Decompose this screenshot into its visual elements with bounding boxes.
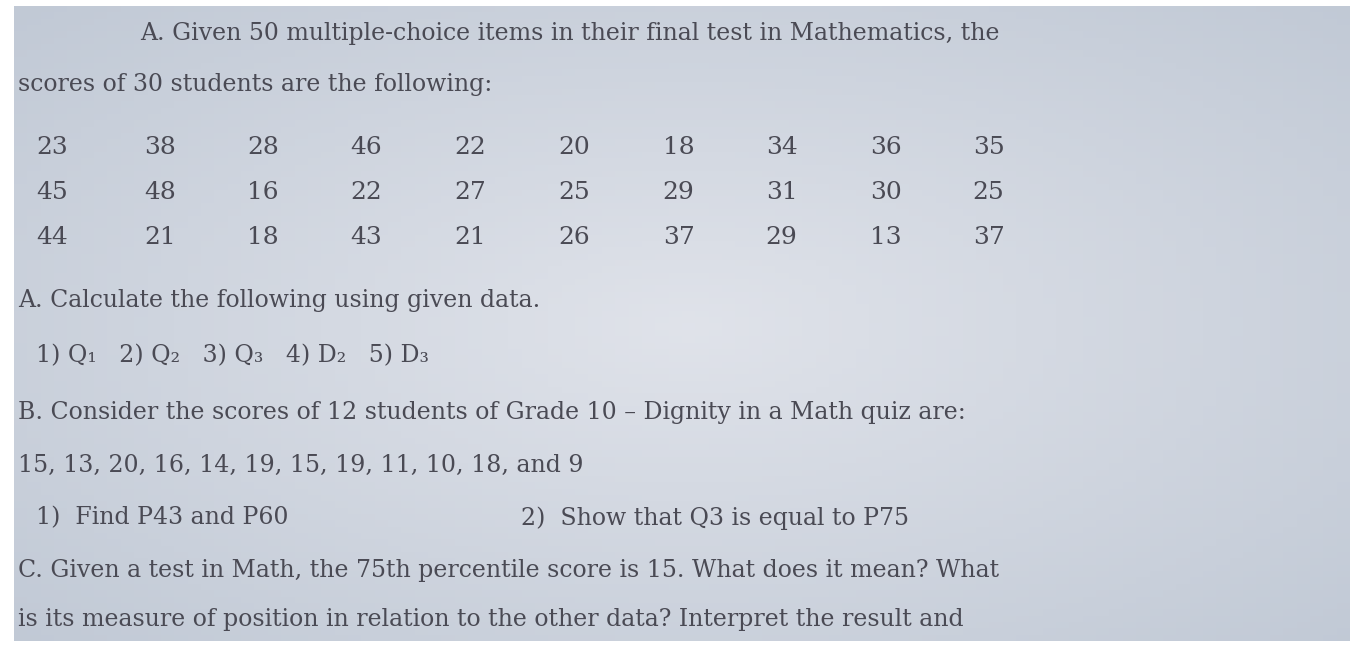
Text: 36: 36 xyxy=(870,137,901,159)
Text: 27: 27 xyxy=(454,181,487,204)
Text: 44: 44 xyxy=(37,226,68,250)
Text: 29: 29 xyxy=(766,226,797,250)
Text: 21: 21 xyxy=(454,226,487,250)
Text: C. Given a test in Math, the 75th percentile score is 15. What does it mean? Wha: C. Given a test in Math, the 75th percen… xyxy=(18,560,999,582)
Text: A. Given 50 multiple-choice items in their final test in Mathematics, the: A. Given 50 multiple-choice items in the… xyxy=(140,23,1000,45)
Text: 25: 25 xyxy=(973,181,1005,204)
Text: is its measure of position in relation to the other data? Interpret the result a: is its measure of position in relation t… xyxy=(18,608,964,631)
Text: 20: 20 xyxy=(559,137,590,159)
Text: 34: 34 xyxy=(766,137,797,159)
Text: 46: 46 xyxy=(350,137,382,159)
Text: 48: 48 xyxy=(144,181,176,204)
Text: 2)  Show that Q3 is equal to P75: 2) Show that Q3 is equal to P75 xyxy=(521,506,909,530)
Text: 22: 22 xyxy=(350,181,382,204)
Text: 22: 22 xyxy=(454,137,487,159)
Text: 43: 43 xyxy=(350,226,382,250)
Text: B. Consider the scores of 12 students of Grade 10 – Dignity in a Math quiz are:: B. Consider the scores of 12 students of… xyxy=(18,401,965,424)
Text: 37: 37 xyxy=(973,226,1005,250)
Text: 28: 28 xyxy=(247,137,279,159)
Text: 38: 38 xyxy=(144,137,176,159)
Text: 35: 35 xyxy=(973,137,1005,159)
Text: 37: 37 xyxy=(662,226,695,250)
Text: A. Calculate the following using given data.: A. Calculate the following using given d… xyxy=(18,289,540,312)
Text: 31: 31 xyxy=(766,181,797,204)
Text: 23: 23 xyxy=(37,137,68,159)
Text: scores of 30 students are the following:: scores of 30 students are the following: xyxy=(18,73,492,96)
Text: 13: 13 xyxy=(870,226,901,250)
Text: 45: 45 xyxy=(37,181,68,204)
Text: 16: 16 xyxy=(247,181,279,204)
Text: 30: 30 xyxy=(870,181,901,204)
Text: 18: 18 xyxy=(662,137,694,159)
Text: 26: 26 xyxy=(559,226,590,250)
Text: 29: 29 xyxy=(662,181,695,204)
Text: 18: 18 xyxy=(247,226,279,250)
Text: 1)  Find P43 and P60: 1) Find P43 and P60 xyxy=(37,506,289,529)
Text: 25: 25 xyxy=(559,181,590,204)
Text: 21: 21 xyxy=(144,226,176,250)
Text: 15, 13, 20, 16, 14, 19, 15, 19, 11, 10, 18, and 9: 15, 13, 20, 16, 14, 19, 15, 19, 11, 10, … xyxy=(18,454,583,476)
Text: 1) Q₁   2) Q₂   3) Q₃   4) D₂   5) D₃: 1) Q₁ 2) Q₂ 3) Q₃ 4) D₂ 5) D₃ xyxy=(37,344,429,367)
